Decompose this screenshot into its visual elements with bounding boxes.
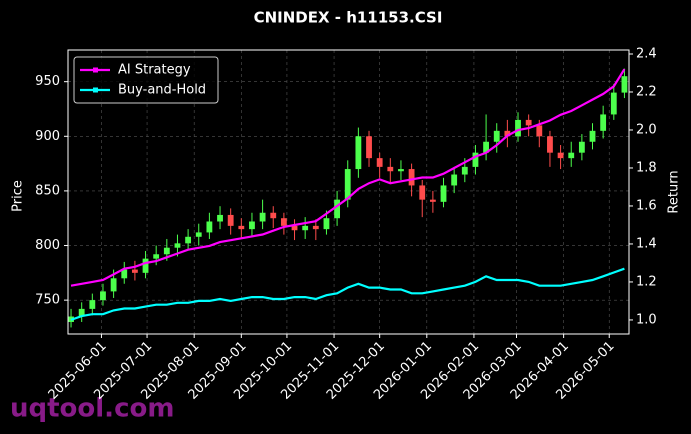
y2-tick-label: 1.4 [636, 236, 657, 251]
candle-body [78, 308, 85, 317]
candle-body [142, 258, 149, 273]
candle-body [131, 269, 138, 273]
y2-tick-label: 2.0 [636, 122, 657, 137]
y2-axis-label: Return [667, 170, 682, 213]
legend-marker [93, 87, 98, 93]
candle-body [621, 76, 628, 93]
y-tick-label: 900 [35, 129, 60, 144]
candle-body [557, 152, 564, 159]
candle-body [174, 243, 181, 248]
candle-body [238, 225, 245, 230]
candle-body [259, 212, 266, 222]
legend-label: AI Strategy [118, 63, 191, 78]
candle-body [451, 174, 458, 186]
y-tick-label: 950 [35, 74, 60, 89]
chart-title: CNINDEX - h11153.CSI [254, 9, 443, 27]
candle-body [249, 221, 255, 230]
candle-body [302, 225, 309, 231]
legend-marker [93, 67, 98, 73]
candle-body [270, 212, 277, 219]
candle-body [334, 199, 341, 219]
watermark: uqtool.com [10, 394, 174, 424]
candle-body [440, 185, 447, 202]
candle-body [355, 136, 362, 170]
candle-body [419, 185, 426, 200]
candle-body [280, 218, 287, 226]
y2-tick-label: 1.2 [636, 274, 657, 289]
candle-body [515, 119, 521, 137]
candle-body [525, 119, 532, 126]
candle-body [227, 214, 234, 226]
y-tick-label: 850 [35, 183, 60, 198]
candle-body [110, 278, 117, 292]
candle-body [153, 254, 160, 259]
y-axis-label: Price [11, 180, 26, 212]
candle-body [89, 300, 96, 309]
candle-body [217, 214, 223, 222]
y2-tick-label: 1.0 [636, 312, 657, 327]
legend: AI Strategy Buy-and-Hold [73, 56, 219, 104]
legend-box [73, 56, 219, 104]
y2-tick-label: 2.4 [636, 46, 657, 61]
candle-body [568, 152, 575, 159]
y2-tick-label: 2.2 [636, 84, 657, 99]
candle-body [461, 166, 468, 175]
candle-body [291, 225, 298, 231]
candle-body [610, 92, 617, 115]
candle-body [206, 221, 213, 233]
plot-frame [67, 49, 630, 335]
candle-body [589, 130, 596, 142]
y2-tick-label: 1.6 [636, 198, 657, 213]
candle-body [185, 236, 192, 244]
return-line [70, 267, 625, 321]
candle-body [121, 269, 128, 279]
candle-body [547, 136, 553, 153]
candle-body [600, 114, 607, 131]
candle-body [312, 225, 319, 230]
candle-body [387, 166, 394, 172]
candle-body [195, 232, 202, 237]
candle-body [504, 130, 511, 137]
candle-body [344, 169, 351, 200]
candle-body [323, 218, 330, 230]
legend-label: Buy-and-Hold [118, 83, 206, 98]
return-line [70, 68, 626, 287]
candle-body [578, 141, 585, 153]
candle-body [408, 169, 415, 186]
candle-body [376, 158, 383, 167]
candle-body [493, 130, 500, 142]
y-tick-label: 750 [35, 293, 60, 308]
candle-body [429, 199, 436, 202]
candle-body [472, 152, 479, 167]
candle-body [483, 141, 490, 153]
candle-body [536, 125, 543, 137]
candle-body [163, 247, 170, 255]
candle-body [366, 136, 372, 159]
candle-body [398, 169, 404, 172]
y-tick-label: 800 [35, 238, 60, 253]
candle-body [100, 291, 106, 301]
y2-tick-label: 1.8 [636, 160, 657, 175]
